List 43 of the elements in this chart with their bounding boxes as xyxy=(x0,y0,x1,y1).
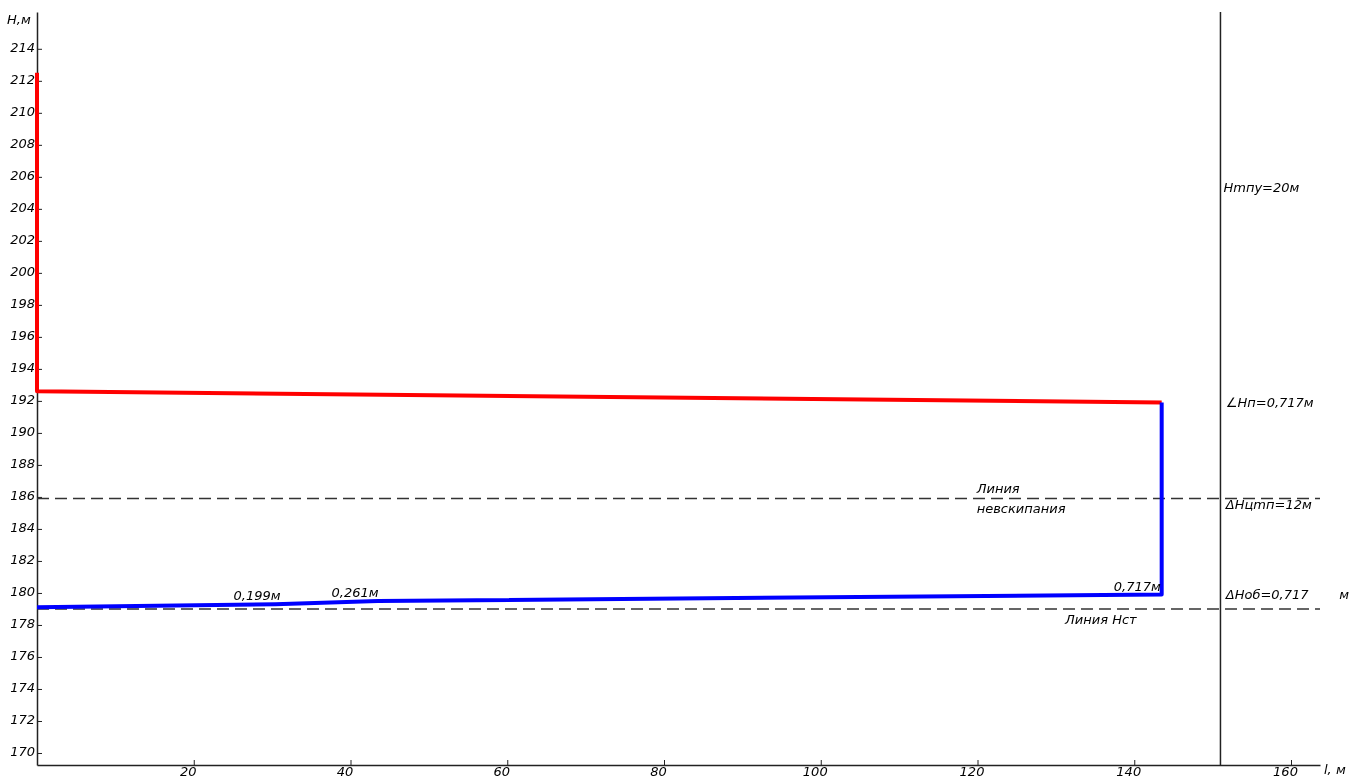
x-axis-title: l, м xyxy=(1324,762,1346,777)
annotation: 0,199м xyxy=(233,588,281,604)
annotation: ΔHцmп=12м xyxy=(1224,496,1312,512)
y-tick-label: 192 xyxy=(10,392,35,407)
x-tick-label: 60 xyxy=(493,763,511,778)
x-tick-label: 120 xyxy=(959,763,985,778)
annotation: ∠Hп=0,717м xyxy=(1225,394,1314,410)
y-tick-label: 202 xyxy=(10,231,35,247)
annotation: ΔHоб=0,717 xyxy=(1224,586,1310,602)
y-tick-label: 208 xyxy=(10,135,35,151)
y-tick-label: 170 xyxy=(10,744,35,760)
y-tick-label: 186 xyxy=(10,488,35,504)
y-tick-label: 210 xyxy=(10,103,35,119)
y-tick-label: 196 xyxy=(10,327,35,343)
y-tick-label: 178 xyxy=(10,616,35,632)
y-tick-label: 214 xyxy=(10,39,35,55)
y-tick-label: 182 xyxy=(10,552,35,568)
y-tick-label: 172 xyxy=(10,712,35,728)
line-series xyxy=(35,400,1164,610)
y-tick-label: 184 xyxy=(10,520,35,536)
y-tick-label: 212 xyxy=(10,71,35,87)
y-tick-label: 180 xyxy=(10,584,35,600)
annotation: Hmпу=20м xyxy=(1223,180,1300,196)
ref-line-label: Линия Hст xyxy=(1064,611,1138,627)
x-tick-label: 80 xyxy=(650,763,667,778)
y-tick-label: 176 xyxy=(10,648,35,664)
x-tick-label: 100 xyxy=(802,763,828,778)
ref-line-label: Линия невскипания xyxy=(975,480,1066,517)
y-tick-label: 174 xyxy=(10,680,35,696)
x-tick-label: 20 xyxy=(179,763,197,778)
x-tick-label: 40 xyxy=(336,763,354,778)
y-tick-label: 206 xyxy=(10,167,35,183)
y-tick-label: 190 xyxy=(10,424,35,440)
y-tick-label: 188 xyxy=(10,456,35,472)
y-tick-label: 194 xyxy=(10,359,35,375)
y-tick-label: 200 xyxy=(10,263,35,279)
y-tick-label: 204 xyxy=(10,199,35,215)
y-axis-title: H,м xyxy=(7,12,31,27)
text: м xyxy=(1339,586,1350,602)
x-tick-label: 140 xyxy=(1116,763,1142,778)
y-tick-label: 198 xyxy=(10,295,35,311)
annotation: 0,261м xyxy=(331,584,379,600)
x-tick-label: 160 xyxy=(1273,763,1298,778)
